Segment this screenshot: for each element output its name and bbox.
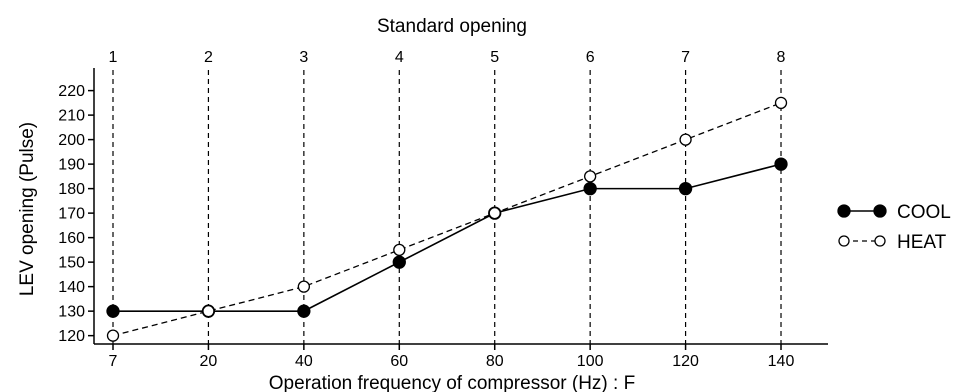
- top-tick-label: 5: [490, 49, 499, 66]
- x-axis-title: Operation frequency of compressor (Hz) :…: [269, 373, 635, 392]
- heat-point: [774, 96, 788, 110]
- top-tick-label: 6: [586, 49, 595, 66]
- series-layer: [106, 96, 788, 342]
- heat-point: [488, 206, 501, 220]
- cool-point: [392, 255, 406, 269]
- y-tick-label: 160: [58, 230, 85, 247]
- heat-point: [297, 280, 311, 293]
- top-axis-title: Standard opening: [377, 16, 527, 37]
- heat-legend-marker: [874, 235, 886, 247]
- cool-point: [297, 304, 311, 318]
- heat-legend-label: HEAT: [897, 232, 947, 253]
- heat-legend-marker: [838, 235, 850, 247]
- grid-lines: [112, 70, 782, 344]
- y-tick-label: 220: [58, 83, 85, 100]
- y-tick-label: 200: [58, 132, 85, 149]
- y-tick-label: 210: [58, 108, 85, 125]
- y-axis-title: LEV opening (Pulse): [17, 122, 38, 296]
- top-tick-label: 4: [395, 49, 404, 66]
- y-axis: 120 130 140 150 160 170 180 190 200 210 220: [58, 68, 95, 345]
- y-tick-label: 150: [58, 255, 85, 272]
- cool-series-line: [113, 163, 782, 312]
- cool-point: [106, 304, 120, 318]
- x-tick-label: 20: [200, 353, 218, 370]
- x-tick-label: 140: [768, 353, 795, 370]
- y-tick-label: 180: [58, 181, 85, 198]
- legend: COOL HEAT: [837, 202, 951, 253]
- top-tick-label: 7: [681, 49, 690, 66]
- x-axis: 7 20 40 60 80 100 120 140: [94, 343, 828, 370]
- x-tick-label: 100: [577, 353, 604, 370]
- heat-series-line: [112, 102, 782, 337]
- cool-legend-label: COOL: [897, 202, 951, 223]
- heat-point: [393, 243, 406, 257]
- x-tick-label: 120: [672, 353, 699, 370]
- x-tick-label: 60: [390, 353, 408, 370]
- heat-point: [106, 329, 120, 342]
- top-tick-label: 8: [777, 49, 786, 66]
- cool-legend-marker: [837, 204, 851, 218]
- y-tick-label: 190: [58, 157, 85, 174]
- top-tick-label: 1: [109, 49, 118, 66]
- cool-point: [583, 181, 597, 196]
- y-tick-label: 140: [58, 279, 85, 296]
- top-tick-label: 2: [204, 49, 213, 66]
- heat-point: [679, 133, 692, 146]
- y-tick-label: 170: [58, 206, 85, 223]
- cool-point: [774, 157, 788, 171]
- x-tick-label: 80: [486, 353, 504, 370]
- heat-point: [202, 304, 215, 318]
- cool-legend-marker: [873, 204, 887, 218]
- y-tick-label: 130: [58, 304, 85, 321]
- x-tick-label: 40: [295, 353, 313, 370]
- heat-point: [584, 170, 597, 183]
- cool-point: [678, 181, 693, 196]
- top-axis-ticks: 1 2 3 4 5 6 7 8: [109, 49, 786, 66]
- x-tick-label: 7: [109, 353, 118, 370]
- top-tick-label: 3: [299, 49, 308, 66]
- y-tick-label: 120: [58, 328, 85, 345]
